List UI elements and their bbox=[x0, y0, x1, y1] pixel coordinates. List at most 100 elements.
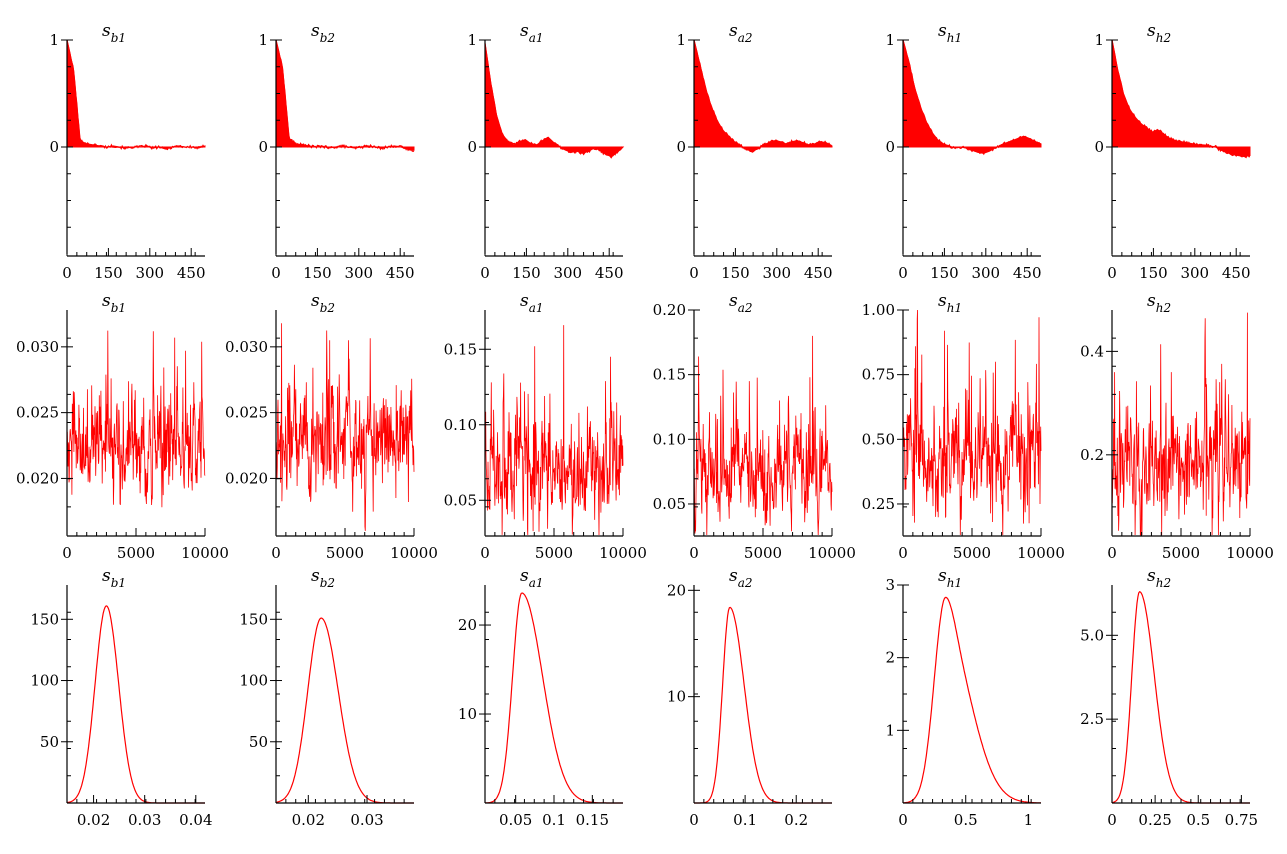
x-tick-label: 450 bbox=[386, 264, 415, 282]
x-tick-label: 0 bbox=[689, 264, 699, 282]
chart-panel-trace-a1: sa1 0.05 0.10 0.15 0 5000 10000 bbox=[444, 291, 647, 562]
x-tick-label: 0.02 bbox=[292, 811, 325, 829]
chart-panel-density-b2: sb2 50 100 150 0.02 0.03 bbox=[239, 566, 414, 829]
x-tick-label: 10000 bbox=[599, 544, 647, 562]
panel-title: sh2 bbox=[1147, 566, 1171, 590]
acf-line bbox=[484, 43, 624, 159]
x-tick-label: 0 bbox=[62, 544, 72, 562]
y-tick-label: 0.20 bbox=[653, 301, 686, 319]
y-tick-label: 1 bbox=[467, 31, 477, 49]
y-tick-label: 5.0 bbox=[1080, 626, 1104, 644]
x-tick-label: 0 bbox=[1107, 544, 1117, 562]
x-tick-label: 0 bbox=[898, 811, 908, 829]
y-tick-label: 50 bbox=[249, 733, 268, 751]
density-line bbox=[485, 592, 623, 804]
x-tick-label: 0.15 bbox=[576, 811, 609, 829]
x-tick-label: 450 bbox=[595, 264, 624, 282]
x-tick-label: 150 bbox=[721, 264, 750, 282]
x-tick-label: 0 bbox=[689, 811, 699, 829]
panel-title: sh1 bbox=[938, 21, 962, 45]
x-tick-label: 5000 bbox=[326, 544, 364, 562]
trace-line bbox=[484, 325, 624, 536]
acf-area bbox=[275, 39, 415, 151]
y-tick-label: 50 bbox=[40, 733, 59, 751]
x-tick-label: 0.05 bbox=[499, 811, 532, 829]
panel-title: sb1 bbox=[102, 291, 126, 315]
chart-panel-acf-a2: sa2 1 0 0 150 300 450 bbox=[676, 21, 833, 282]
y-tick-label: 1 bbox=[49, 31, 59, 49]
y-tick-label: 0 bbox=[258, 138, 268, 156]
x-tick-label: 10000 bbox=[808, 544, 856, 562]
y-tick-label: 0 bbox=[49, 138, 59, 156]
panel-title: sa1 bbox=[520, 566, 544, 590]
x-tick-label: 10000 bbox=[1226, 544, 1274, 562]
y-tick-label: 0.15 bbox=[444, 340, 477, 358]
y-tick-label: 0.05 bbox=[653, 495, 686, 513]
y-tick-label: 0.15 bbox=[653, 366, 686, 384]
x-tick-label: 0.03 bbox=[350, 811, 383, 829]
x-tick-label: 10000 bbox=[1017, 544, 1065, 562]
x-tick-label: 0 bbox=[480, 264, 490, 282]
x-tick-label: 0 bbox=[1107, 811, 1117, 829]
y-tick-label: 2.5 bbox=[1080, 710, 1104, 728]
x-tick-label: 150 bbox=[512, 264, 541, 282]
chart-panel-density-a1: sa1 10 20 0.05 0.1 0.15 bbox=[458, 566, 623, 829]
x-tick-label: 150 bbox=[930, 264, 959, 282]
x-tick-label: 0.2 bbox=[784, 811, 808, 829]
x-tick-label: 300 bbox=[135, 264, 164, 282]
x-tick-label: 5000 bbox=[744, 544, 782, 562]
chart-panel-acf-b1: sb1 1 0 0 150 300 450 bbox=[49, 21, 205, 282]
x-tick-label: 5000 bbox=[1162, 544, 1200, 562]
x-tick-label: 5000 bbox=[953, 544, 991, 562]
y-tick-label: 20 bbox=[458, 616, 477, 634]
x-tick-label: 5000 bbox=[535, 544, 573, 562]
x-tick-label: 0 bbox=[271, 544, 281, 562]
trace-line bbox=[693, 335, 833, 536]
y-tick-label: 0.025 bbox=[16, 404, 59, 422]
chart-panel-density-b1: sb1 50 100 150 0.02 0.03 0.04 bbox=[30, 566, 212, 829]
panel-title: sb2 bbox=[311, 21, 335, 45]
y-tick-label: 150 bbox=[30, 610, 59, 628]
acf-area bbox=[1111, 39, 1251, 158]
x-tick-label: 300 bbox=[762, 264, 791, 282]
chart-panel-trace-a2: sa2 0.05 0.10 0.15 0.20 0 5000 10000 bbox=[653, 291, 856, 562]
x-tick-label: 150 bbox=[1139, 264, 1168, 282]
density-line bbox=[275, 617, 414, 804]
density-line bbox=[903, 596, 1041, 804]
acf-area bbox=[66, 39, 206, 150]
y-tick-label: 0.25 bbox=[862, 495, 895, 513]
chart-panel-density-a2: sa2 10 20 0 0.1 0.2 bbox=[667, 566, 832, 829]
chart-panel-acf-h2: sh2 1 0 0 150 300 450 bbox=[1094, 21, 1250, 282]
chart-panel-trace-h1: sh1 0.25 0.50 0.75 1.00 0 5000 10000 bbox=[862, 291, 1065, 562]
trace-line bbox=[275, 323, 415, 531]
x-tick-label: 150 bbox=[94, 264, 123, 282]
y-tick-label: 1 bbox=[676, 31, 686, 49]
y-tick-label: 0.75 bbox=[862, 366, 895, 384]
panel-title: sb1 bbox=[102, 566, 126, 590]
y-tick-label: 0 bbox=[676, 138, 686, 156]
x-tick-label: 300 bbox=[1180, 264, 1209, 282]
x-tick-label: 150 bbox=[303, 264, 332, 282]
y-tick-label: 1 bbox=[885, 31, 895, 49]
x-tick-label: 0 bbox=[689, 544, 699, 562]
x-tick-label: 300 bbox=[971, 264, 1000, 282]
y-tick-label: 100 bbox=[239, 672, 268, 690]
y-tick-label: 1.00 bbox=[862, 301, 895, 319]
y-tick-label: 3 bbox=[885, 576, 895, 594]
x-tick-label: 0.25 bbox=[1138, 811, 1171, 829]
chart-panel-trace-h2: sh2 0.2 0.4 0 5000 10000 bbox=[1080, 291, 1274, 562]
trace-line bbox=[1111, 312, 1251, 536]
y-tick-label: 0.10 bbox=[653, 430, 686, 448]
y-tick-label: 0.025 bbox=[225, 404, 268, 422]
x-tick-label: 0 bbox=[1107, 264, 1117, 282]
y-tick-label: 0 bbox=[1094, 138, 1104, 156]
x-tick-label: 0.02 bbox=[77, 811, 110, 829]
acf-line bbox=[275, 39, 415, 153]
panel-title: sa1 bbox=[520, 291, 544, 315]
y-tick-label: 0.05 bbox=[444, 491, 477, 509]
panel-title: sa2 bbox=[729, 21, 753, 45]
chart-panel-acf-b2: sb2 1 0 0 150 300 450 bbox=[258, 21, 414, 282]
x-tick-label: 10000 bbox=[390, 544, 438, 562]
x-tick-label: 450 bbox=[177, 264, 206, 282]
